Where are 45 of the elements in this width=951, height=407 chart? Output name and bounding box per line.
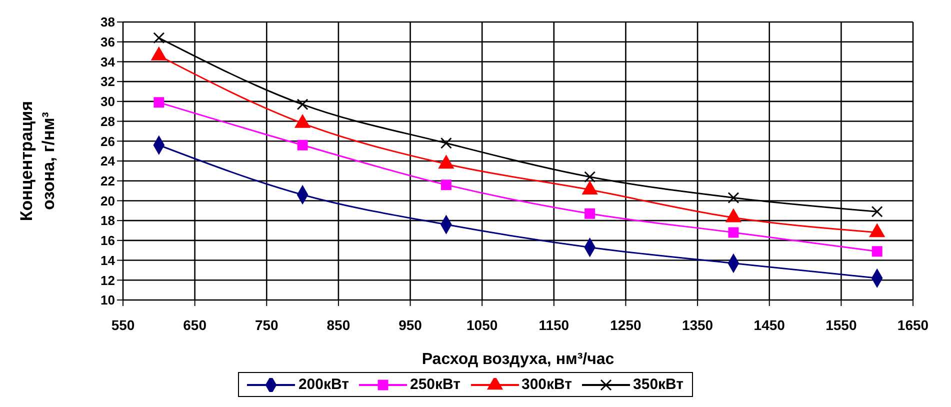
x-tick-label: 750 [254, 316, 279, 333]
point [154, 97, 164, 108]
y-tick-label: 20 [100, 193, 115, 208]
x-tick-label: 850 [326, 316, 350, 333]
y-tick-label: 36 [100, 34, 115, 50]
x-tick-label: 1050 [466, 316, 498, 333]
x-tick-label: 650 [183, 316, 207, 333]
point [728, 192, 740, 204]
y-tick-label: 28 [100, 114, 115, 129]
y-tick-label: 12 [100, 272, 115, 288]
x-tick-label: 1650 [897, 316, 929, 333]
point [296, 98, 308, 110]
x-axis-title: Расход воздуха, нм³/час [422, 351, 614, 368]
y-tick-label: 24 [100, 154, 116, 169]
y-tick-label: 22 [100, 173, 115, 188]
point [153, 32, 165, 44]
point [440, 137, 452, 149]
x-tick-label: 1550 [826, 316, 857, 333]
x-tick-label: 1150 [538, 316, 570, 333]
y-axis-title: Концентрация озона, г/нм³ [17, 100, 58, 222]
x-tick-label: 1250 [610, 316, 642, 333]
point [584, 208, 596, 219]
point [584, 171, 596, 183]
legend-label: 200кВт [297, 376, 349, 393]
y-tick-label: 18 [100, 213, 115, 228]
y-tick-label: 26 [100, 134, 115, 149]
x-tick-label: 1450 [754, 316, 786, 333]
y-tick-label: 32 [100, 74, 115, 90]
point [728, 227, 739, 238]
point [872, 246, 882, 257]
y-tick-label: 38 [100, 14, 115, 30]
point [871, 206, 883, 218]
y-tick-label: 34 [100, 54, 116, 70]
legend-label: 350кВт [632, 376, 684, 393]
x-tick-label: 1350 [682, 316, 714, 333]
point [440, 180, 452, 190]
x-tick-label: 950 [398, 316, 422, 333]
y-tick-label: 14 [100, 252, 116, 268]
x-tick-label: 550 [111, 316, 135, 333]
point [297, 140, 308, 150]
legend-label: 300кВт [520, 376, 572, 393]
y-tick-label: 10 [100, 292, 115, 308]
legend-label: 250кВт [408, 376, 460, 393]
y-tick-label: 30 [100, 94, 115, 110]
y-tick-label: 16 [100, 233, 115, 248]
